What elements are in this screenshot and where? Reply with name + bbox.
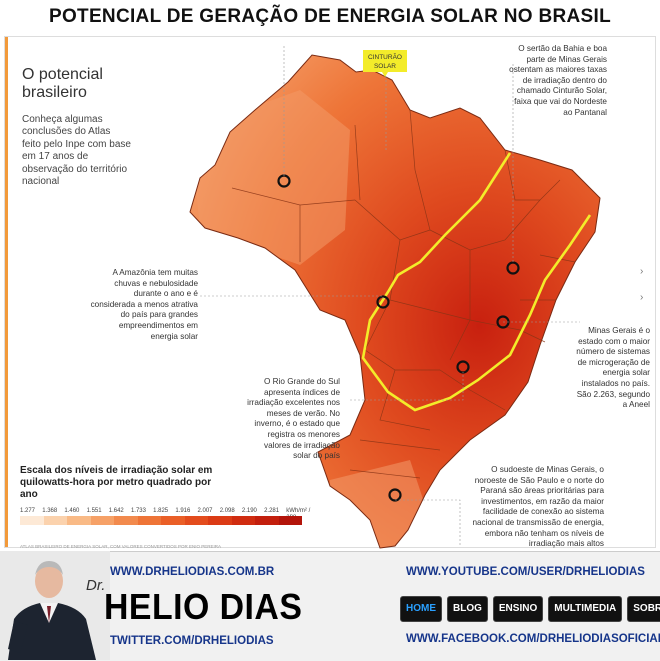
- brand-dr: Dr.: [86, 577, 106, 594]
- marker-bahia: [506, 261, 520, 275]
- nav-multimedia-button[interactable]: MULTIMEDIA: [548, 596, 623, 622]
- brazil-map: CINTURÃO SOLAR: [189, 46, 601, 549]
- scale-swatch: [20, 516, 44, 525]
- solar-belt-label-2: SOLAR: [374, 63, 396, 70]
- scroll-right-icon[interactable]: ›: [640, 266, 644, 277]
- nav-sobre-button[interactable]: SOBRE: [627, 596, 660, 622]
- brand-name: HELIO DIAS: [104, 586, 303, 627]
- scale-value: 2.007: [197, 508, 213, 514]
- solar-belt-outline: [361, 152, 592, 412]
- panel-title: O potencial brasileiro: [22, 66, 103, 101]
- marker-southwest-minas: [376, 295, 390, 309]
- scale-value: 1.733: [130, 508, 146, 514]
- note-amazonia: A Amazônia tem muitas chuvas e nebulosid…: [90, 268, 198, 341]
- note-sudoeste: O sudoeste de Minas Gerais, o noroeste d…: [472, 465, 604, 549]
- scale-swatch: [161, 516, 185, 525]
- scale-labels: 1.277 1.368 1.460 1.551 1.642 1.733 1.82…: [20, 508, 320, 520]
- panel-body: Conheça algumas conclusões do Atlas feit…: [22, 114, 131, 188]
- scale-value: 1.551: [86, 508, 102, 514]
- scale-swatch: [184, 516, 208, 525]
- youtube-link[interactable]: WWW.YOUTUBE.COM/USER/DRHELIODIAS: [406, 566, 645, 578]
- scale-value: 2.098: [219, 508, 235, 514]
- scale-value: 1.916: [175, 508, 191, 514]
- scale-value: 2.190: [241, 508, 257, 514]
- website-link[interactable]: WWW.DRHELIODIAS.COM.BR: [110, 566, 275, 578]
- scale-swatch: [90, 516, 114, 525]
- scroll-right-icon-2[interactable]: ›: [640, 292, 644, 303]
- note-rio-grande-do-sul: O Rio Grande do Sul apresenta índices de…: [247, 377, 340, 461]
- scale-value: 1.460: [64, 508, 80, 514]
- page-title: POTENCIAL DE GERAÇÃO DE ENERGIA SOLAR NO…: [49, 6, 611, 27]
- scale-swatch: [255, 516, 279, 525]
- marker-rio-grande-do-sul: [388, 488, 402, 502]
- nav-blog-button[interactable]: BLOG: [447, 596, 488, 622]
- nav-home-button[interactable]: HOME: [400, 596, 442, 622]
- author-photo: [0, 551, 110, 660]
- scale-swatch: [231, 516, 255, 525]
- footer-nav: HOME BLOG ENSINO MULTIMEDIA SOBRE: [400, 596, 660, 622]
- solar-belt-label-1: CINTURÃO: [368, 52, 402, 61]
- twitter-link[interactable]: TWITTER.COM/DRHELIODIAS: [110, 635, 274, 647]
- scale-swatch: [278, 516, 302, 525]
- scale-color-bar: [20, 516, 302, 525]
- scale-value: 1.368: [42, 508, 58, 514]
- scale-value: 1.642: [108, 508, 124, 514]
- scale-swatch: [43, 516, 67, 525]
- scale-swatch: [114, 516, 138, 525]
- note-sertao: O sertão da Bahia e boa parte de Minas G…: [509, 44, 607, 117]
- scale-value: 1.277: [20, 508, 36, 514]
- scale-value: 2.281: [264, 508, 280, 514]
- solar-belt-badge: [363, 50, 407, 72]
- accent-bar: [5, 37, 8, 547]
- scale-title: Escala dos níveis de irradiação solar em…: [20, 465, 213, 500]
- scale-swatch: [208, 516, 232, 525]
- facebook-link[interactable]: WWW.FACEBOOK.COM/DRHELIODIASOFICIAL: [406, 633, 660, 645]
- note-minas-gerais: Minas Gerais é o estado com o maior núme…: [576, 326, 650, 410]
- infographic-frame: [4, 36, 656, 548]
- scale-swatch: [67, 516, 91, 525]
- credit-text: ATLAS BRASILEIRO DE ENERGIA SOLAR, COM V…: [20, 544, 222, 549]
- scale-swatch: [137, 516, 161, 525]
- nav-ensino-button[interactable]: ENSINO: [492, 596, 544, 622]
- scale-value: 1.825: [153, 508, 169, 514]
